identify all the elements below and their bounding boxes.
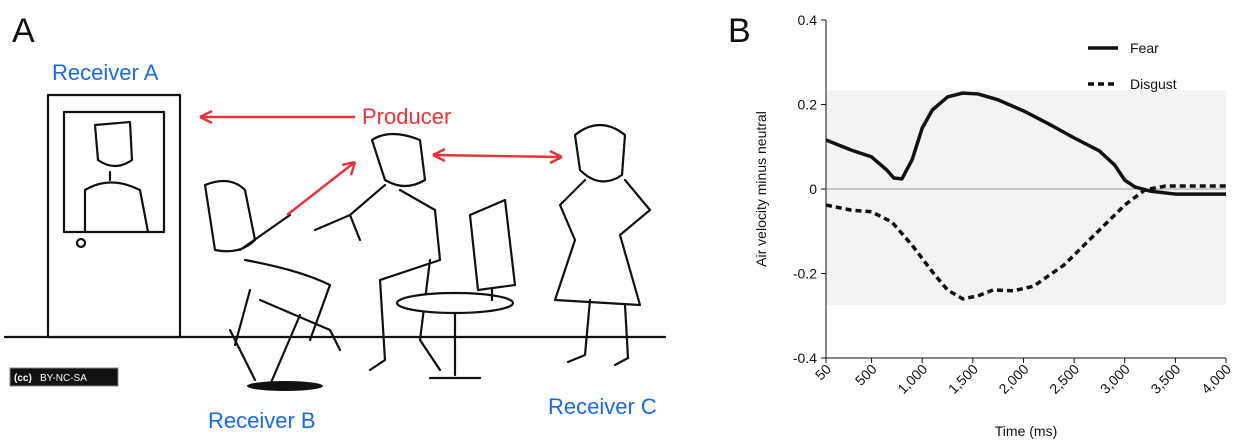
y-tick-label: 0 xyxy=(809,181,817,197)
x-tick-label: 3,000 xyxy=(1097,361,1133,397)
label-receiver-a: Receiver A xyxy=(52,60,159,85)
y-tick-label: 0.4 xyxy=(798,12,818,28)
y-tick-label: -0.2 xyxy=(793,266,817,282)
receiver-c-figure xyxy=(555,125,650,365)
panel-label: A xyxy=(12,12,35,50)
x-tick-label: 1,000 xyxy=(894,361,930,397)
page: {"illustration": {"panel_label": "A", "r… xyxy=(0,0,1241,441)
x-axis-label: Time (ms) xyxy=(995,423,1057,439)
portrait-frame xyxy=(64,112,164,232)
x-tick-label: 4,000 xyxy=(1198,361,1234,397)
plot-shading xyxy=(826,90,1226,305)
arrow xyxy=(287,162,355,215)
x-tick-label: 500 xyxy=(852,361,880,389)
cc-icon: (cc) xyxy=(14,373,32,384)
label-producer: Producer xyxy=(362,104,451,129)
x-tick-label: 3,500 xyxy=(1147,361,1183,397)
y-tick-label: 0.2 xyxy=(798,97,818,113)
monitor xyxy=(470,200,515,300)
x-tick-label: 1,500 xyxy=(945,361,981,397)
y-tick-label: -0.4 xyxy=(793,350,817,366)
shadow xyxy=(247,381,323,391)
license-text: BY-NC-SA xyxy=(40,373,87,384)
table xyxy=(397,293,513,313)
table-leg xyxy=(430,313,480,378)
label-receiver-c: Receiver C xyxy=(548,394,657,419)
legend-label: Fear xyxy=(1130,40,1159,56)
illustration: (cc) BY-NC-SA xyxy=(5,95,665,391)
panel-label: B xyxy=(728,12,751,50)
figure: (cc) BY-NC-SA A Receiver A Producer Rece… xyxy=(0,0,1241,441)
x-tick-label: 2,000 xyxy=(995,361,1031,397)
producer-figure xyxy=(315,134,440,370)
y-axis-label: Air velocity minus neutral xyxy=(753,111,769,267)
legend-label: Disgust xyxy=(1130,76,1177,92)
x-tick-label: 2,500 xyxy=(1046,361,1082,397)
receiver-b-figure xyxy=(205,181,340,385)
arrow xyxy=(433,155,562,157)
label-receiver-b: Receiver B xyxy=(208,408,316,433)
